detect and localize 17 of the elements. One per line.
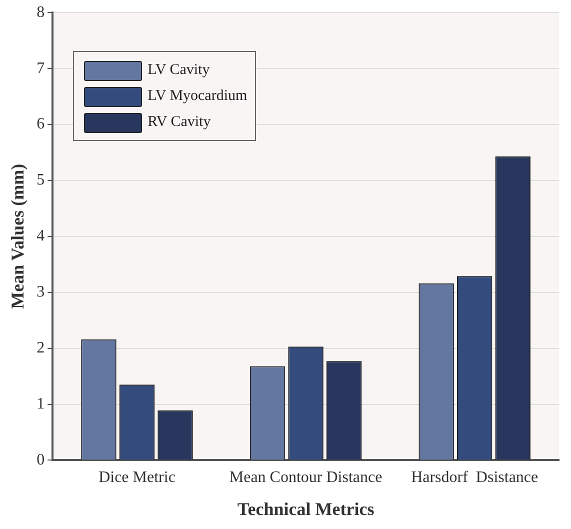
y-tick-label: 2 (36, 340, 45, 357)
y-axis-title: Mean Values (mm) (7, 164, 28, 309)
legend-label: RV Cavity (148, 114, 211, 132)
legend-label: LV Cavity (148, 62, 210, 80)
x-tick-label: Mean Contour Distance (229, 469, 382, 486)
y-tick-label: 4 (36, 228, 45, 245)
x-axis-title: Technical Metrics (237, 498, 374, 519)
y-tick-label: 6 (36, 116, 45, 133)
y-tick-label: 5 (36, 172, 45, 189)
y-tick-label: 7 (36, 60, 45, 77)
legend-label: LV Myocardium (148, 88, 248, 106)
y-tick-label: 1 (36, 395, 45, 412)
x-tick-label: Harsdorf Dsistance (411, 469, 538, 486)
y-tick-label: 3 (36, 284, 45, 301)
y-tick-label: 8 (36, 4, 45, 21)
x-tick-label: Dice Metric (98, 469, 176, 486)
y-tick-label: 0 (36, 451, 45, 468)
